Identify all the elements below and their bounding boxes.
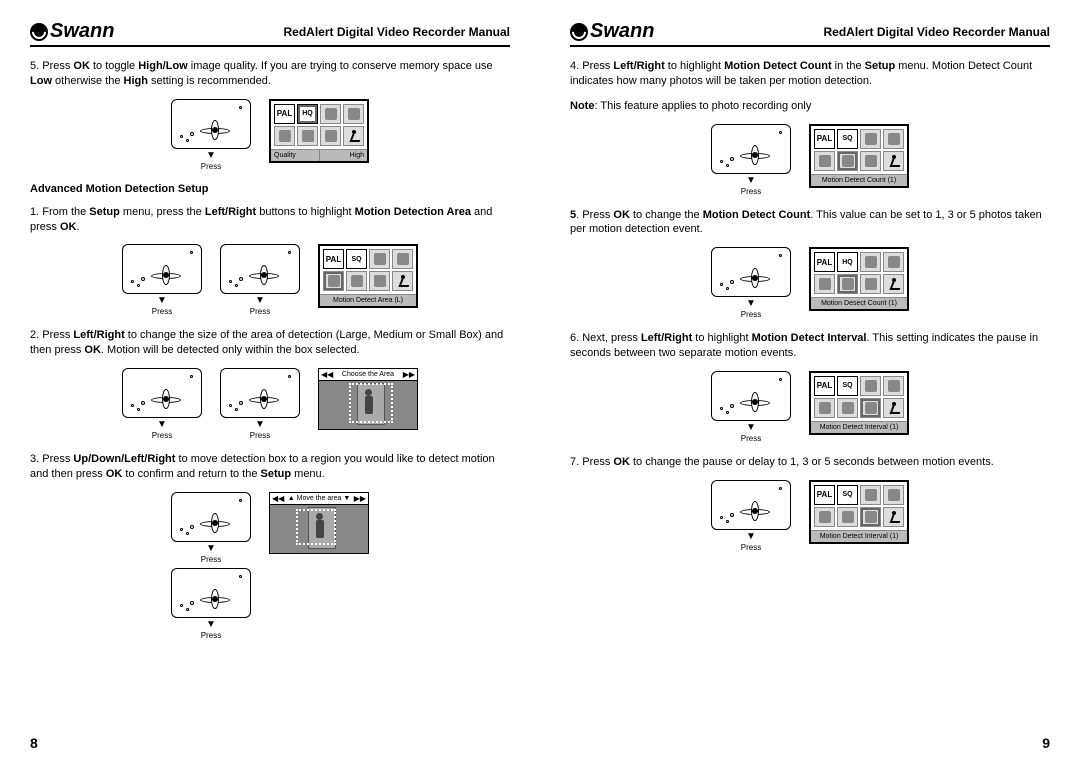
remote-diagram: ▼ Press <box>171 99 251 171</box>
page-header: Swann RedAlert Digital Video Recorder Ma… <box>570 20 1050 47</box>
manual-spread: Swann RedAlert Digital Video Recorder Ma… <box>0 0 1080 763</box>
remote-diagram: ▼ Press <box>122 244 202 316</box>
swann-icon <box>30 23 48 41</box>
screen-count-1: PAL SQ Motion Detect Count (1) <box>809 124 909 188</box>
remote-diagram: ▼ Press <box>122 368 202 440</box>
remote-diagram: ▼ Press <box>711 480 791 552</box>
step-2: 2. Press Left/Right to change the size o… <box>30 328 510 358</box>
remote-diagram: ▼ Press <box>220 368 300 440</box>
fig-row-3: ▼ Press ▼ Press ◀◀Choose the Area▶▶ <box>30 368 510 440</box>
arrow-down-icon: ▼ <box>220 296 300 306</box>
page-8: Swann RedAlert Digital Video Recorder Ma… <box>0 0 540 763</box>
page-content: 5. Press OK to toggle High/Low image qua… <box>30 59 510 748</box>
fig-row-4: ▼ Press ▼ Press ◀◀▲ Move the area ▼▶▶ <box>30 492 510 640</box>
arrow-down-icon: ▼ <box>171 151 251 161</box>
brand-logo: Swann <box>570 20 654 43</box>
page-number: 8 <box>30 735 38 751</box>
remote-diagram: ▼ Press <box>711 371 791 443</box>
page-number: 9 <box>1042 735 1050 751</box>
remote-diagram: ▼ Press <box>171 492 251 564</box>
footer-right: High <box>320 150 368 161</box>
press-label: Press <box>122 307 202 316</box>
fig-row-2: ▼ Press ▼ Press PAL SQ <box>30 244 510 316</box>
step-3: 3. Press Up/Down/Left/Right to move dete… <box>30 452 510 482</box>
step-4: 4. Press Left/Right to highlight Motion … <box>570 59 1050 89</box>
manual-title: RedAlert Digital Video Recorder Manual <box>824 25 1051 39</box>
manual-title: RedAlert Digital Video Recorder Manual <box>284 25 511 39</box>
step-7: 7. Press OK to change the pause or delay… <box>570 455 1050 470</box>
remote-diagram: ▼ Press <box>171 568 251 640</box>
step-5r: 5. Press OK to change the Motion Detect … <box>570 208 1050 238</box>
remote-diagram: ▼ Press <box>220 244 300 316</box>
screen-interval-2: PAL SQ Motion Detect Interval (1) <box>809 480 909 544</box>
step-1: 1. From the Setup menu, press the Left/R… <box>30 205 510 235</box>
press-label: Press <box>220 307 300 316</box>
page-9: Swann RedAlert Digital Video Recorder Ma… <box>540 0 1080 763</box>
screen-quality: PAL HQ Quality High <box>269 99 369 163</box>
remote-diagram: ▼ Press <box>711 247 791 319</box>
gear-icon <box>302 130 314 142</box>
step-6: 6. Next, press Left/Right to highlight M… <box>570 331 1050 361</box>
gear-icon <box>325 130 337 142</box>
fig-row-5: ▼ Press PAL SQ Motion Detect Count (1) <box>570 124 1050 196</box>
gear-icon <box>325 108 337 120</box>
hq-cell: HQ <box>297 104 318 124</box>
footer-left: Quality <box>271 150 320 161</box>
room-choose-area: ◀◀Choose the Area▶▶ <box>318 368 418 430</box>
remote-diagram: ▼ Press <box>711 124 791 196</box>
screen-interval-1: PAL SQ Motion Detect Interval (1) <box>809 371 909 435</box>
fig-row-8: ▼ Press PAL SQ Motion Detect Interval <box>570 480 1050 552</box>
screen-motion-area: PAL SQ Motion Detect Area (L) <box>318 244 418 308</box>
page-content: 4. Press Left/Right to highlight Motion … <box>570 59 1050 748</box>
page-header: Swann RedAlert Digital Video Recorder Ma… <box>30 20 510 47</box>
section-heading: Advanced Motion Detection Setup <box>30 183 510 195</box>
note: Note: This feature applies to photo reco… <box>570 99 1050 114</box>
brand-text: Swann <box>590 20 654 43</box>
run-icon <box>349 130 359 142</box>
fig-row-1: ▼ Press PAL HQ Quality <box>30 99 510 171</box>
pal-cell: PAL <box>274 104 295 124</box>
gear-icon <box>279 130 291 142</box>
brand-text: Swann <box>50 20 114 43</box>
footer-text: Motion Detect Area (L) <box>320 295 416 306</box>
screen-count-2: PAL HQ Motion Desect Count (1) <box>809 247 909 311</box>
fig-row-7: ▼ Press PAL SQ Motion Detect Interval <box>570 371 1050 443</box>
press-label: Press <box>171 162 251 171</box>
swann-icon <box>570 23 588 41</box>
gear-icon <box>348 108 360 120</box>
step-5: 5. Press OK to toggle High/Low image qua… <box>30 59 510 89</box>
fig-row-6: ▼ Press PAL HQ Motion Desect Count (1) <box>570 247 1050 319</box>
room-move-area: ◀◀▲ Move the area ▼▶▶ <box>269 492 369 554</box>
brand-logo: Swann <box>30 20 114 43</box>
arrow-down-icon: ▼ <box>122 296 202 306</box>
